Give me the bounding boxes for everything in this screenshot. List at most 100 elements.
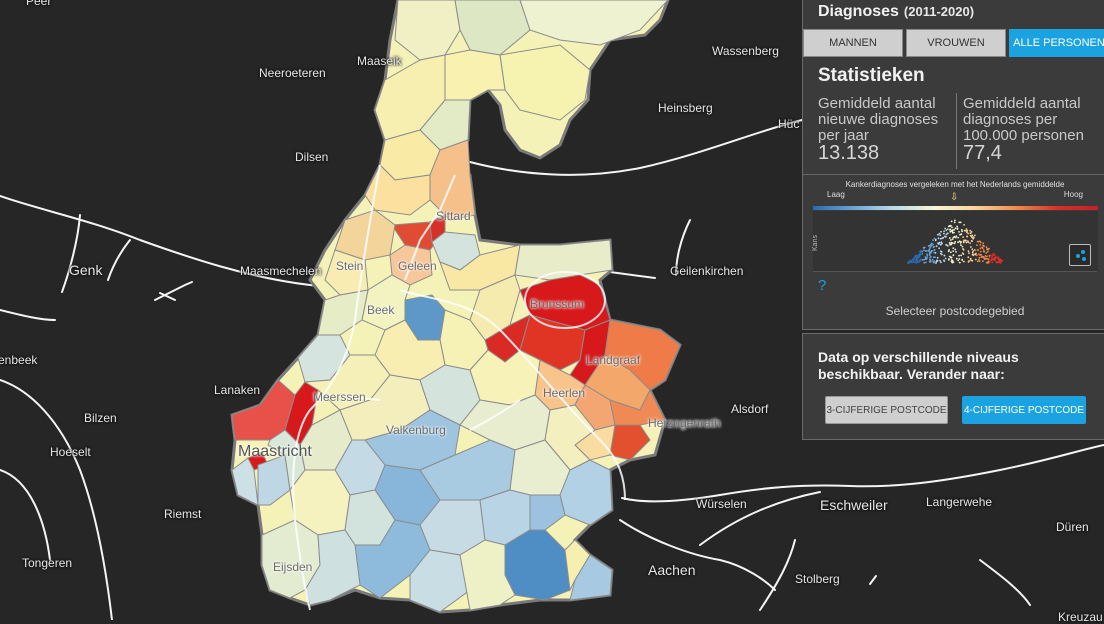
distribution-dot — [983, 245, 985, 248]
distribution-dot — [974, 249, 976, 251]
distribution-dot — [981, 247, 984, 249]
distribution-dot — [951, 242, 954, 244]
cluster-toggle-button[interactable] — [1069, 244, 1091, 266]
distribution-dot — [953, 221, 956, 224]
distribution-dot — [961, 252, 964, 255]
stat-per-100k-label: Gemiddeld aantal diagnoses per 100.000 p… — [963, 95, 1084, 144]
distribution-dot — [963, 229, 966, 232]
distribution-dot — [925, 261, 927, 264]
distribution-dot — [946, 232, 949, 235]
distribution-dot — [918, 250, 921, 253]
distribution-dot — [929, 247, 931, 249]
distribution-dot — [951, 238, 954, 240]
distribution-dot — [927, 245, 930, 247]
distribution-dot — [944, 235, 947, 238]
distribution-dot — [971, 240, 973, 243]
divider — [803, 174, 1104, 175]
distribution-dot — [928, 250, 931, 252]
place-label-outside: Geilenkirchen — [670, 264, 744, 278]
place-label-region: Meerssen — [313, 390, 366, 404]
distribution-dot — [950, 259, 953, 261]
distribution-dot — [999, 262, 1002, 264]
distribution-dot — [949, 230, 952, 233]
place-label-outside: Peer — [26, 0, 52, 8]
distribution-dot — [976, 244, 978, 247]
distribution-dot — [918, 253, 921, 255]
distribution-dot — [990, 257, 993, 260]
distribution-dot — [967, 256, 970, 259]
distribution-dot — [915, 259, 918, 261]
distribution-dot — [952, 254, 955, 257]
distribution-dot — [967, 232, 969, 235]
dot-icon — [1082, 257, 1086, 261]
postcode-regions[interactable] — [230, 0, 682, 614]
distribution-dot — [958, 258, 961, 260]
distribution-dot — [947, 250, 950, 253]
distribution-dot — [933, 237, 936, 240]
distribution-dot — [962, 241, 965, 244]
distribution-dot — [961, 245, 964, 248]
distribution-dot — [965, 239, 967, 242]
distribution-dot — [969, 229, 972, 232]
distribution-dot — [963, 260, 965, 263]
brunssum-ring — [524, 271, 606, 329]
distribution-dot — [939, 234, 942, 237]
period-label: (2011-2020) — [903, 4, 975, 19]
distribution-dot — [936, 259, 939, 262]
tab-mannen[interactable]: MANNEN — [803, 29, 903, 57]
distribution-dot — [943, 259, 945, 262]
distribution-dot — [997, 256, 1000, 258]
scale-high-label: Hoog — [1063, 190, 1083, 199]
tab-vrouwen[interactable]: VROUWEN — [906, 29, 1006, 57]
distribution-dot — [979, 243, 982, 246]
color-scale-bar — [813, 206, 1098, 210]
place-label-region: Heerlen — [543, 386, 586, 400]
distribution-dot — [982, 242, 985, 245]
place-label-outside: Bilzen — [84, 411, 117, 425]
distribution-dot — [942, 236, 945, 239]
distribution-dot — [953, 229, 955, 231]
distribution-dot — [958, 240, 961, 243]
comparison-title: Kankerdiagnoses vergeleken met het Neder… — [845, 180, 1065, 189]
distribution-dot — [956, 227, 959, 230]
distribution-dot — [997, 261, 1000, 264]
levels-panel: Data op verschillende niveaus beschikbaa… — [802, 333, 1104, 440]
distribution-dot — [923, 249, 925, 252]
distribution-dot — [971, 248, 974, 250]
place-label-outside: Kreuzau — [1058, 610, 1103, 624]
distribution-dot — [987, 247, 989, 250]
distribution-dot — [974, 258, 977, 261]
distribution-dot — [926, 255, 929, 257]
distribution-dot — [954, 219, 956, 222]
distribution-dot — [931, 258, 934, 261]
distribution-dot — [929, 260, 932, 262]
distribution-dot — [929, 251, 931, 254]
distribution-dot — [991, 261, 994, 264]
postcode-4-button[interactable]: 4-CIJFERIGE POSTCODE — [962, 396, 1086, 424]
distribution-dot — [986, 250, 989, 253]
distribution-dot — [979, 241, 982, 244]
dot-icon — [1081, 250, 1085, 254]
distribution-dot — [944, 257, 947, 260]
distribution-dot — [916, 255, 918, 258]
place-label-outside: Wassenberg — [712, 44, 779, 58]
tab-alle-personen[interactable]: ALLE PERSONEN — [1009, 29, 1104, 57]
distribution-dot — [939, 237, 942, 240]
roads-over-regions — [292, 164, 626, 611]
distribution-dot — [976, 254, 978, 257]
distribution-dot — [960, 254, 962, 257]
distribution-dot — [983, 257, 986, 260]
distribution-dot — [972, 250, 975, 252]
place-label-region: Beek — [367, 303, 395, 317]
distribution-dot — [958, 231, 960, 233]
kans-label: Kans — [812, 235, 819, 251]
distribution-dot — [929, 245, 932, 248]
distribution-dot — [914, 261, 917, 263]
distribution-dot — [930, 242, 933, 245]
postcode-3-button[interactable]: 3-CIJFERIGE POSTCODE — [825, 396, 948, 424]
distribution-dot — [980, 256, 983, 259]
distribution-dot — [921, 250, 923, 253]
help-icon[interactable]: ? — [818, 277, 827, 294]
distribution-dot — [983, 250, 985, 253]
